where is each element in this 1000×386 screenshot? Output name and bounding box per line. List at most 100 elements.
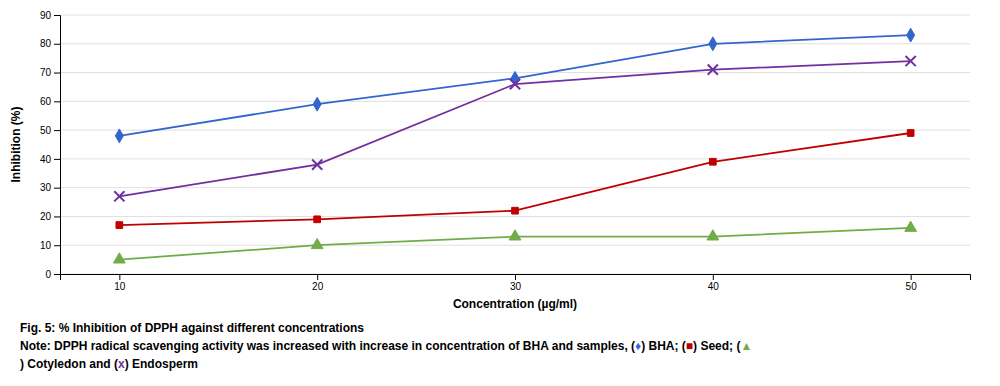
tick: 0 xyxy=(45,269,60,280)
tick-mark xyxy=(54,245,60,246)
caption-text: ) BHA; ( xyxy=(641,339,686,353)
tick-mark xyxy=(911,274,912,280)
tick-mark xyxy=(54,73,60,74)
tick-mark xyxy=(54,188,60,189)
marker xyxy=(113,253,125,263)
tick: 20 xyxy=(40,211,60,222)
marker xyxy=(907,130,914,137)
tick-label: 40 xyxy=(40,154,52,165)
tick-mark xyxy=(713,274,714,280)
marker xyxy=(510,79,520,89)
grid-line xyxy=(60,158,970,159)
tick-label: 20 xyxy=(40,211,52,222)
marker xyxy=(115,129,123,143)
y-axis-title: Inhibition (%) xyxy=(9,107,23,183)
grid-line xyxy=(60,43,970,44)
line xyxy=(119,133,910,225)
tick-label: 30 xyxy=(510,281,522,292)
tick: 10 xyxy=(114,274,126,292)
chart: 10 20 30 40 50 0 10 20 30 40 50 60 70 80 90 Concentrati… xyxy=(0,0,1000,386)
tick-label: 20 xyxy=(312,281,324,292)
marker xyxy=(905,221,917,231)
caption-symbol: ■ xyxy=(686,339,693,353)
tick-label: 70 xyxy=(40,67,52,78)
marker xyxy=(709,158,716,165)
tick: 30 xyxy=(510,274,522,292)
caption-text: ) Cotyledon and ( xyxy=(20,357,118,371)
tick-mark xyxy=(54,130,60,131)
marker xyxy=(116,222,123,229)
tick-label: 60 xyxy=(40,96,52,107)
marker xyxy=(311,238,323,248)
y-axis: 0 10 20 30 40 50 60 70 80 90 xyxy=(40,10,61,280)
tick-label: 10 xyxy=(40,240,52,251)
marker xyxy=(708,65,718,75)
grid-line xyxy=(60,216,970,217)
marker xyxy=(312,160,322,170)
caption: ) Cotyledon and (x) Endosperm xyxy=(20,357,198,371)
tick-mark xyxy=(54,274,60,275)
series xyxy=(113,221,916,263)
series xyxy=(114,56,916,201)
caption-text: Note: DPPH radical scavenging activity w… xyxy=(20,339,635,353)
tick: 70 xyxy=(40,67,60,78)
tick: 30 xyxy=(40,182,60,193)
series xyxy=(116,130,914,229)
tick-label: 40 xyxy=(708,281,720,292)
tick-mark xyxy=(317,274,318,280)
tick-mark xyxy=(54,101,60,102)
tick-mark xyxy=(119,274,120,280)
marker xyxy=(114,191,124,201)
axis-line xyxy=(54,16,61,275)
tick: 50 xyxy=(906,274,918,292)
tick-mark xyxy=(54,15,60,16)
tick: 50 xyxy=(40,125,60,136)
axis-line xyxy=(61,275,971,281)
tick-mark xyxy=(515,274,516,280)
marker xyxy=(313,97,321,111)
caption-text: ) Endosperm xyxy=(125,357,198,371)
tick-mark xyxy=(54,159,60,160)
x-axis: 10 20 30 40 50 xyxy=(61,274,971,292)
caption-text: Fig. 5: % Inhibition of DPPH against dif… xyxy=(20,321,364,335)
caption-symbol: ▲ xyxy=(740,339,752,353)
tick-mark xyxy=(54,44,60,45)
grid-line xyxy=(60,245,970,246)
tick: 40 xyxy=(708,274,720,292)
tick-mark xyxy=(54,216,60,217)
tick: 90 xyxy=(40,10,60,21)
marker xyxy=(906,56,916,66)
tick-label: 50 xyxy=(906,281,918,292)
x-axis-title: Concentration (µg/ml) xyxy=(453,297,577,311)
tick-label: 10 xyxy=(114,281,126,292)
tick-label: 90 xyxy=(40,10,52,21)
caption-text: ) Seed; ( xyxy=(693,339,740,353)
grid-line xyxy=(60,130,970,131)
tick: 20 xyxy=(312,274,324,292)
marker xyxy=(314,216,321,223)
marker xyxy=(512,207,519,214)
tick-label: 50 xyxy=(40,125,52,136)
line xyxy=(119,61,910,196)
marker xyxy=(709,37,717,51)
grid-line xyxy=(60,187,970,188)
marks xyxy=(113,28,916,263)
line xyxy=(119,35,910,136)
caption: Note: DPPH radical scavenging activity w… xyxy=(20,339,752,353)
grid-line xyxy=(60,101,970,102)
tick-label: 0 xyxy=(45,269,51,280)
tick: 40 xyxy=(40,154,60,165)
plot: 10 20 30 40 50 0 10 20 30 40 50 60 70 80 90 Concentrati… xyxy=(9,10,971,311)
series xyxy=(115,28,914,143)
grid-line xyxy=(60,15,970,16)
marker xyxy=(907,28,915,42)
tick: 10 xyxy=(40,240,60,251)
grid xyxy=(60,15,970,274)
tick: 60 xyxy=(40,96,60,107)
caption: Fig. 5: % Inhibition of DPPH against dif… xyxy=(20,321,364,335)
tick-label: 80 xyxy=(40,38,52,49)
marker xyxy=(509,230,521,240)
tick-label: 30 xyxy=(40,182,52,193)
tick: 80 xyxy=(40,38,60,49)
marker xyxy=(707,230,719,240)
